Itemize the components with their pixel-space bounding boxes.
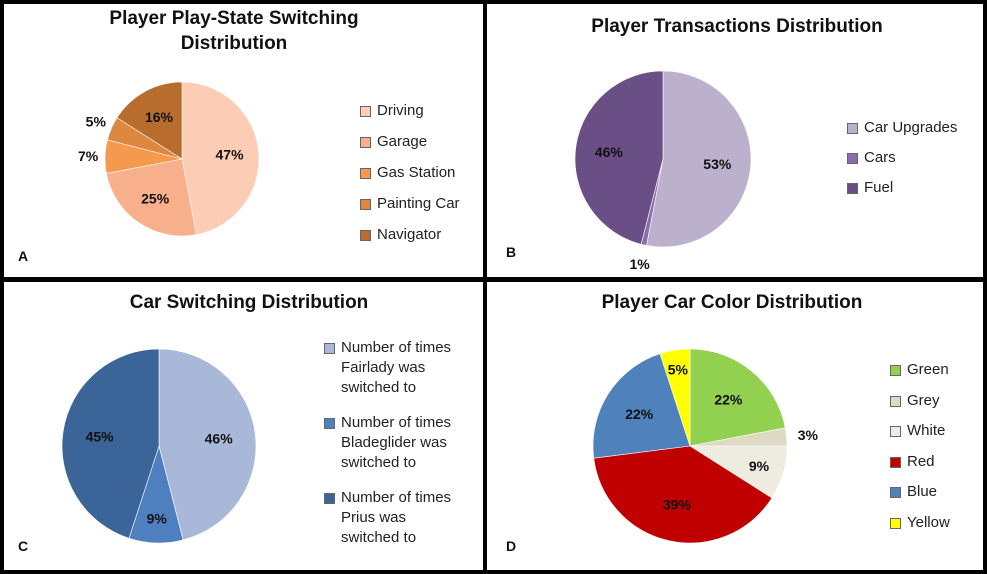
chart-title: Player Transactions Distribution xyxy=(591,16,883,37)
legend-item: White xyxy=(890,421,950,452)
pie-label: 7% xyxy=(78,148,99,164)
chart-title: Car Switching Distribution xyxy=(129,292,369,313)
legend: Car Upgrades Cars Fuel xyxy=(847,118,957,208)
pie-slice-navigator xyxy=(116,81,183,160)
pie-label: 22% xyxy=(714,392,743,408)
chart-title: Player Car Color Distribution xyxy=(601,292,863,313)
legend-swatch xyxy=(890,517,901,529)
legend: Number of times Fairlady was switched to… xyxy=(324,338,451,563)
chart-title: Player Play-State Switching Distribution xyxy=(109,8,359,54)
legend-swatch xyxy=(324,493,335,504)
legend-label: Grey xyxy=(907,391,940,409)
legend-label: Garage xyxy=(377,133,428,150)
pie-slice-car-upgrades xyxy=(646,70,752,248)
legend-swatch xyxy=(360,137,371,148)
legend-item: Red xyxy=(890,452,950,483)
pie-slice-red xyxy=(593,445,773,544)
legend-item: Number of times Bladeglider was switched… xyxy=(324,413,451,488)
legend-item: Number of times Fairlady was switched to xyxy=(324,338,451,413)
pie-slice-green xyxy=(689,348,786,447)
legend-label: Number of times Fairlady was switched to xyxy=(341,339,452,396)
legend-label: Cars xyxy=(864,149,896,166)
legend-item: Driving xyxy=(360,101,460,132)
pie-label: 16% xyxy=(145,109,174,125)
pie-slice-driving xyxy=(181,81,260,235)
legend-swatch xyxy=(890,487,901,498)
pie-label: 25% xyxy=(141,190,170,206)
pie-label: 5% xyxy=(668,361,689,377)
legend-swatch xyxy=(360,230,371,241)
legend-swatch xyxy=(847,153,858,164)
legend-swatch xyxy=(847,183,858,194)
legend-item: Green xyxy=(890,360,950,391)
legend-swatch xyxy=(324,418,335,429)
legend-swatch xyxy=(890,395,901,407)
legend-label: Navigator xyxy=(377,226,442,243)
legend-item: Painting Car xyxy=(360,194,460,225)
panel-d: Player Car Color Distribution 22% 3% 9% 39%… xyxy=(487,282,983,570)
panel-letter: B xyxy=(506,244,517,260)
legend-label: Yellow xyxy=(907,513,950,531)
legend-item: Number of times Prius was switched to xyxy=(324,488,451,563)
legend-label: Blue xyxy=(907,483,938,500)
pie-chart-d: 22% 3% 9% 39% 22% 5% xyxy=(592,348,819,544)
panel-letter: A xyxy=(18,248,29,264)
legend-swatch xyxy=(360,106,371,117)
pie-label: 45% xyxy=(86,429,115,445)
legend-item: Navigator xyxy=(360,225,460,256)
legend-label: Car Upgrades xyxy=(864,119,958,136)
pie-label: 39% xyxy=(663,497,692,513)
legend-swatch xyxy=(890,426,901,437)
legend-label: Fuel xyxy=(864,179,894,196)
pie-slice-blue xyxy=(592,353,691,459)
pie-label: 46% xyxy=(205,430,234,446)
legend-label: Gas Station xyxy=(377,164,456,181)
legend-label: Number of times Bladeglider was switched… xyxy=(341,414,452,471)
pie-label: 47% xyxy=(216,147,245,163)
legend-label: Painting Car xyxy=(377,195,460,212)
panel-b: Player Transactions Distribution 53% 1% 46… xyxy=(487,4,983,277)
legend-item: Gas Station xyxy=(360,163,460,194)
pie-label: 53% xyxy=(703,156,732,172)
legend-item: Fuel xyxy=(847,178,957,208)
pie-slice-fuel xyxy=(574,70,664,245)
legend-label: White xyxy=(907,422,946,439)
legend-item: Yellow xyxy=(890,513,950,544)
panel-a: Player Play-State Switching Distribution… xyxy=(4,4,483,277)
legend-swatch xyxy=(890,365,901,376)
legend-label: Red xyxy=(907,452,935,470)
legend-label: Number of times Prius was switched to xyxy=(341,489,452,546)
pie-chart-b: 53% 1% 46% xyxy=(574,70,752,272)
pie-slice-garage xyxy=(106,158,197,237)
pie-label: 1% xyxy=(629,256,650,272)
panel-c: Car Switching Distribution 46% 9% 45% Numb… xyxy=(4,282,483,570)
legend-swatch xyxy=(360,199,371,210)
pie-slice-number-of-times-fairlady-was-switched-to xyxy=(158,348,257,541)
legend-item: Cars xyxy=(847,148,957,178)
legend-swatch xyxy=(890,456,901,468)
legend: Green Grey White Red Blue Yellow xyxy=(890,360,950,543)
legend-item: Blue xyxy=(890,482,950,513)
panel-letter: C xyxy=(18,538,29,554)
pie-chart-a: 47% 25% 7% 5% 16% xyxy=(78,81,260,237)
panel-letter: D xyxy=(506,538,517,554)
pie-label: 22% xyxy=(625,406,654,422)
pie-label: 9% xyxy=(147,511,168,527)
legend-item: Car Upgrades xyxy=(847,118,957,148)
legend-label: Green xyxy=(907,361,949,378)
pie-slice-yellow xyxy=(659,348,691,447)
pie-label: 46% xyxy=(595,144,624,160)
pie-label: 9% xyxy=(749,458,770,474)
legend-swatch xyxy=(360,168,371,179)
legend-label: Driving xyxy=(377,102,424,119)
legend-item: Grey xyxy=(890,391,950,422)
pie-label: 3% xyxy=(798,427,819,443)
pie-label: 5% xyxy=(86,114,107,130)
legend: Driving Garage Gas Station Painting Car Navi… xyxy=(360,101,460,256)
legend-swatch xyxy=(324,343,335,354)
legend-item: Garage xyxy=(360,132,460,163)
pie-slice-number-of-times-prius-was-switched-to xyxy=(61,348,160,539)
legend-swatch xyxy=(847,123,858,134)
pie-chart-c: 46% 9% 45% xyxy=(61,348,257,544)
